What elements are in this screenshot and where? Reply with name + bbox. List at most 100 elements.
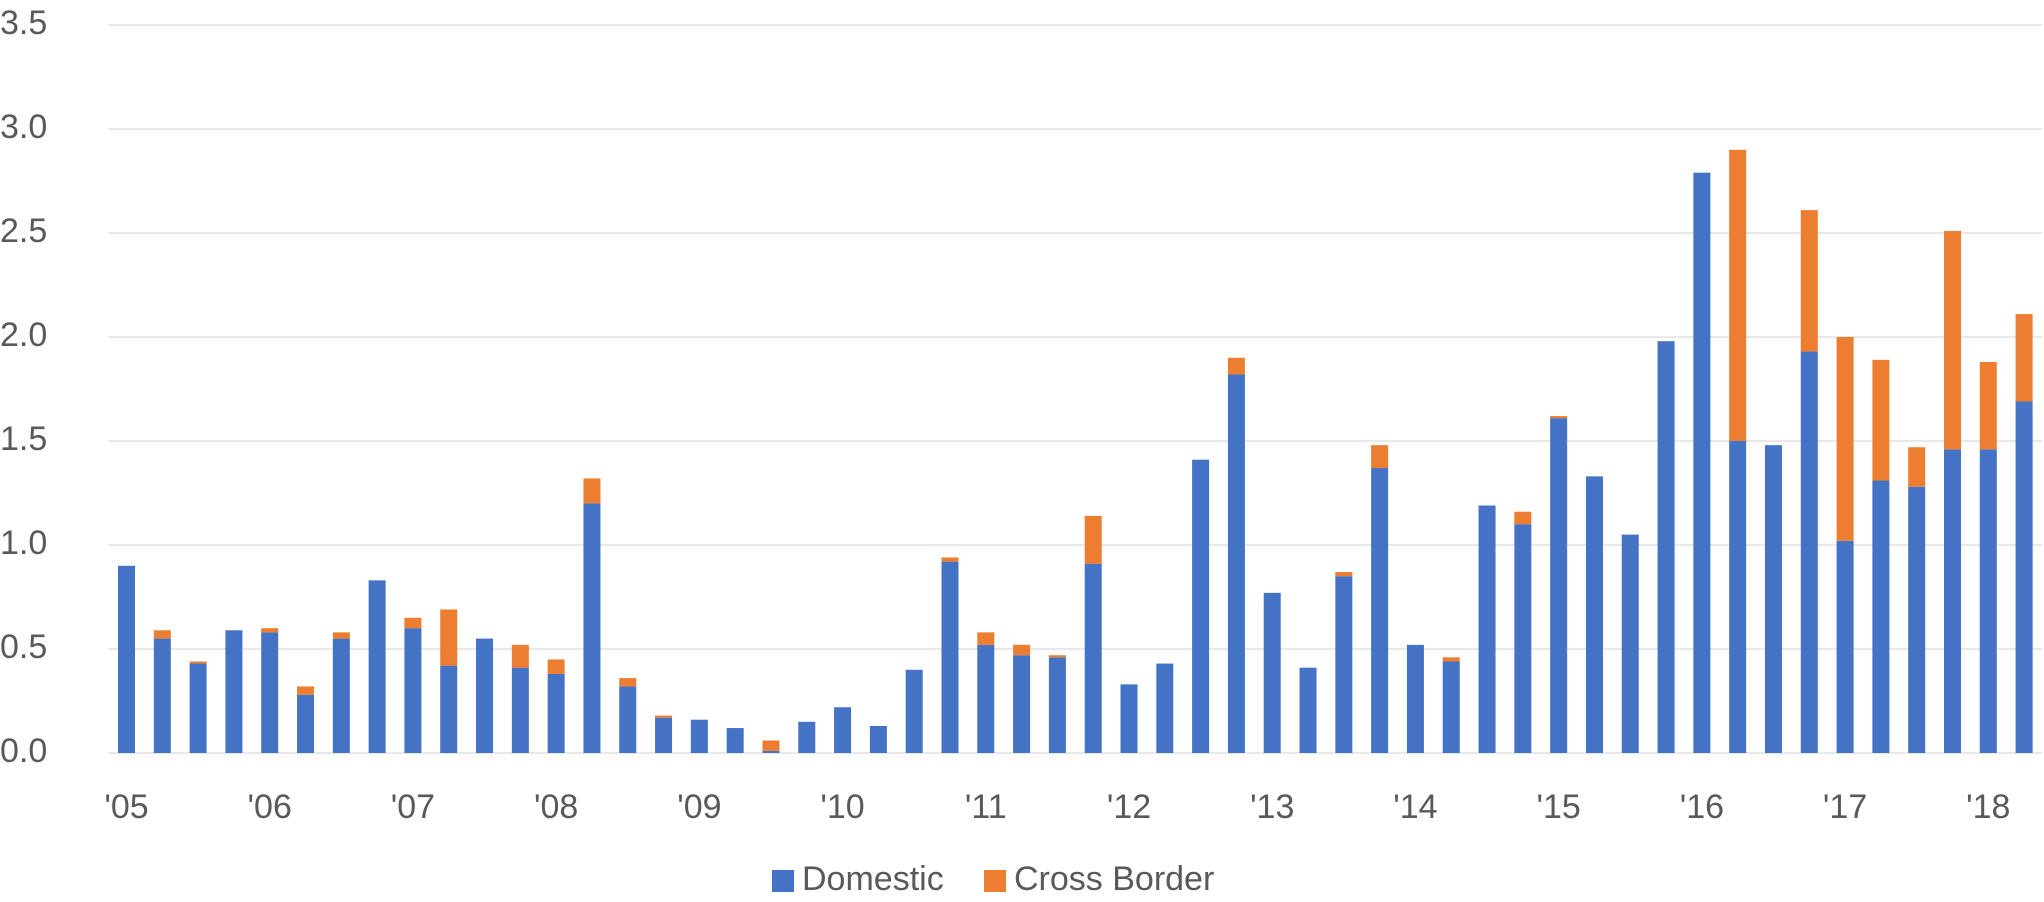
bar-segment (1693, 172, 1711, 753)
bar-segment (905, 669, 923, 753)
bar-segment (153, 630, 171, 639)
y-tick-label: 1.5 (0, 420, 47, 458)
y-tick-label: 2.0 (0, 316, 47, 354)
bar-segment (511, 644, 529, 668)
bar-segment (511, 667, 529, 753)
bar-segment (118, 565, 136, 753)
bar-segment (1800, 351, 1818, 753)
legend-label: Cross Border (1014, 860, 1214, 898)
bar-segment (189, 663, 207, 753)
bar-segment (762, 740, 780, 751)
bar-segment (1657, 341, 1675, 753)
bar-segment (1084, 563, 1102, 753)
x-tick-label: '17 (1823, 788, 1867, 826)
bar-segment (1263, 592, 1281, 753)
bar-segment (1908, 486, 1926, 753)
bar-segment (261, 628, 279, 633)
bar-segment (798, 721, 816, 753)
bar-segment (941, 561, 959, 753)
bar-segment (1872, 359, 1890, 481)
x-tick-label: '09 (677, 788, 721, 826)
bar-segment (1729, 441, 1747, 753)
x-tick-label: '05 (104, 788, 148, 826)
bar-segment (1013, 655, 1031, 753)
bar-segment (404, 628, 422, 753)
bar-segment (547, 673, 565, 753)
bar-segment (1048, 655, 1066, 658)
x-tick-label: '07 (391, 788, 435, 826)
bar-segment (189, 661, 207, 664)
bar-segment (1979, 361, 1997, 450)
x-tick-label: '15 (1536, 788, 1580, 826)
bar-segment (1156, 663, 1174, 753)
bar-segment (941, 557, 959, 562)
bar-segment (977, 632, 995, 645)
y-tick-label: 2.5 (0, 212, 47, 250)
bar-segment (1514, 524, 1532, 753)
bar-segment (1943, 449, 1961, 753)
x-tick-label: '14 (1393, 788, 1437, 826)
bar-segment (1406, 644, 1424, 753)
bar-segment (153, 638, 171, 753)
bar-segment (332, 632, 350, 639)
legend-label: Domestic (802, 860, 944, 898)
x-tick-label: '08 (534, 788, 578, 826)
bar-segment (655, 717, 673, 753)
bar-segment (1227, 357, 1245, 375)
y-tick-label: 3.0 (0, 108, 47, 146)
bar-segment (1585, 476, 1603, 753)
bar-segment (440, 665, 458, 753)
bar-segment (1371, 445, 1389, 469)
bar-segment (476, 638, 494, 753)
bar-segment (1299, 667, 1317, 753)
x-tick-label: '10 (820, 788, 864, 826)
bar-segment (1048, 657, 1066, 753)
bar-segment (1120, 684, 1138, 753)
bar-segment (690, 719, 708, 753)
bar-segment (332, 638, 350, 753)
bar-segment (583, 478, 601, 504)
bar-segment (619, 678, 637, 687)
bar-segment (1836, 337, 1854, 541)
bar-segment (404, 617, 422, 629)
bar-segment (1335, 572, 1353, 577)
bar-segment (834, 707, 852, 753)
bar-segment (297, 694, 315, 753)
y-tick-label: 0.0 (0, 732, 47, 770)
bar-segment (1943, 230, 1961, 450)
bar-segment (1514, 511, 1532, 525)
bar-segment (297, 686, 315, 695)
bar-segment (225, 630, 243, 753)
x-tick-label: '06 (248, 788, 292, 826)
x-tick-label: '18 (1966, 788, 2010, 826)
bar-segment (1872, 480, 1890, 753)
bar-segment (583, 503, 601, 753)
bar-segment (1013, 644, 1031, 656)
bar-segment (440, 609, 458, 666)
bar-segment (1442, 661, 1460, 753)
bar-segment (762, 750, 780, 753)
bar-segment (1371, 468, 1389, 753)
bar-segment (1836, 540, 1854, 753)
bar-segment (1227, 374, 1245, 753)
bar-segment (1335, 576, 1353, 753)
bar-segment (1979, 449, 1997, 753)
bar-segment (619, 686, 637, 753)
bar-segment (1084, 515, 1102, 564)
x-tick-label: '12 (1107, 788, 1151, 826)
legend-swatch (772, 870, 794, 892)
bar-segment (869, 725, 887, 753)
bar-segment (726, 728, 744, 753)
bar-segment (1764, 445, 1782, 753)
bar-segment (261, 632, 279, 753)
bar-segment (1729, 149, 1747, 442)
bar-segment (1478, 505, 1496, 753)
y-tick-label: 3.5 (0, 4, 47, 42)
bar-segment (1192, 459, 1210, 753)
bar-segment (1621, 534, 1639, 753)
bar-segment (2015, 314, 2033, 402)
y-tick-label: 1.0 (0, 524, 47, 562)
bar-segment (368, 580, 386, 753)
legend-swatch (984, 870, 1006, 892)
